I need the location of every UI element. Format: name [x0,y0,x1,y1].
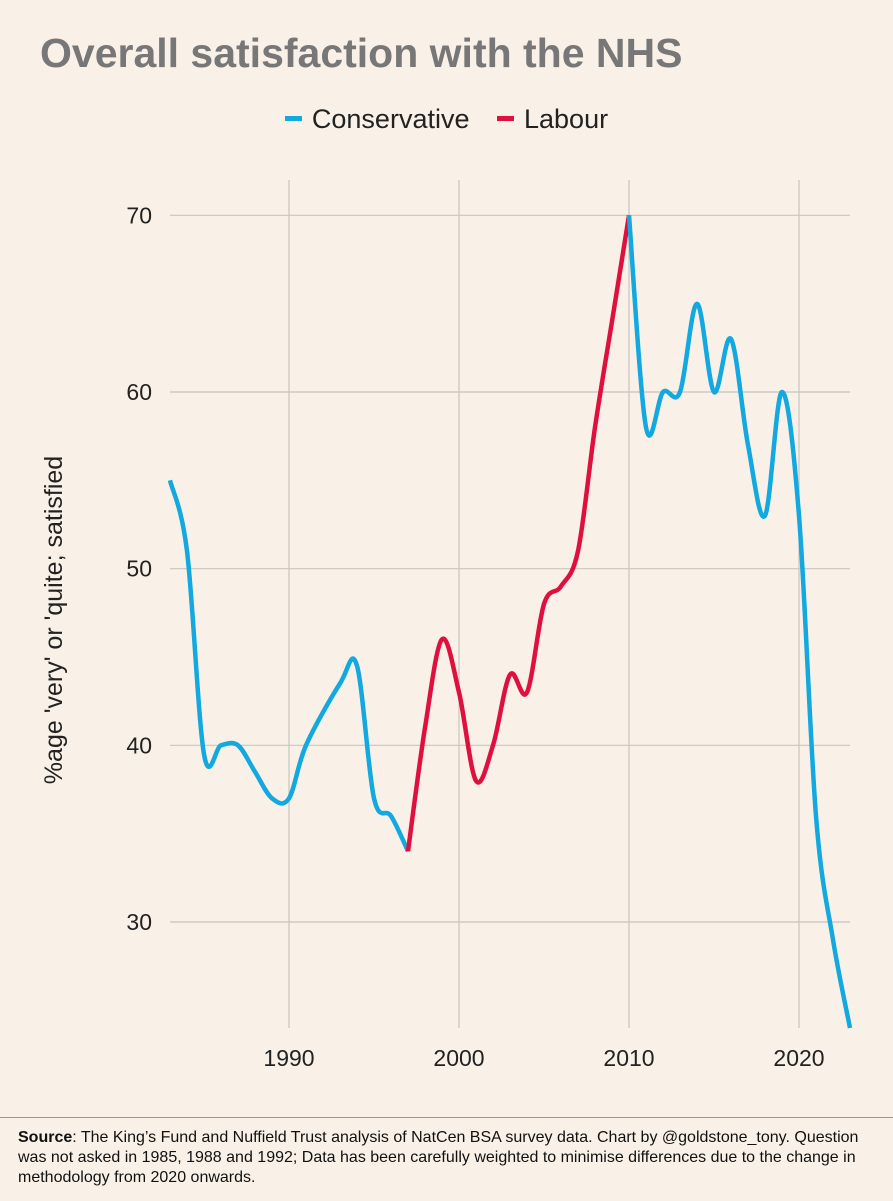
footer: Source: The King’s Fund and Nuffield Tru… [0,1117,893,1201]
source-label: Source [18,1129,73,1146]
x-tick-label: 2010 [603,1045,654,1071]
source-text: : The King’s Fund and Nuffield Trust ana… [18,1129,859,1186]
series-layer [167,214,853,1029]
legend-label-labour: Labour [524,104,609,134]
tick-layer: 30 40 50 60 70 1990 2000 2010 2020 [126,202,824,1071]
x-tick-label: 1990 [263,1045,314,1071]
legend-label-conservative: Conservative [311,104,470,134]
y-tick-label: 30 [126,909,152,935]
legend-item-labour: Labour [497,104,608,135]
legend-item-conservative: Conservative [284,104,470,135]
series-line-labour-1 [405,214,632,852]
legend-swatch-conservative [284,116,302,122]
line-chart: 30 40 50 60 70 1990 2000 2010 2020 %age 'very' o… [40,180,853,1071]
series-line-conservative-0 [167,479,411,853]
chart-title: Overall satisfaction with the NHS [40,30,683,76]
y-axis-label: %age 'very' or 'quite; satisfied [40,456,68,784]
chart-legend: Conservative Labour [0,104,893,135]
y-tick-label: 50 [126,556,152,582]
series-line-conservative-2 [626,215,853,1029]
legend-swatch-labour [497,116,514,122]
y-tick-label: 70 [126,202,152,228]
grid-layer [170,180,850,1028]
y-tick-label: 40 [126,732,152,758]
source-note: Source: The King’s Fund and Nuffield Tru… [18,1128,876,1188]
x-tick-label: 2020 [773,1045,824,1071]
x-tick-label: 2000 [433,1045,484,1071]
y-tick-label: 60 [126,379,152,405]
